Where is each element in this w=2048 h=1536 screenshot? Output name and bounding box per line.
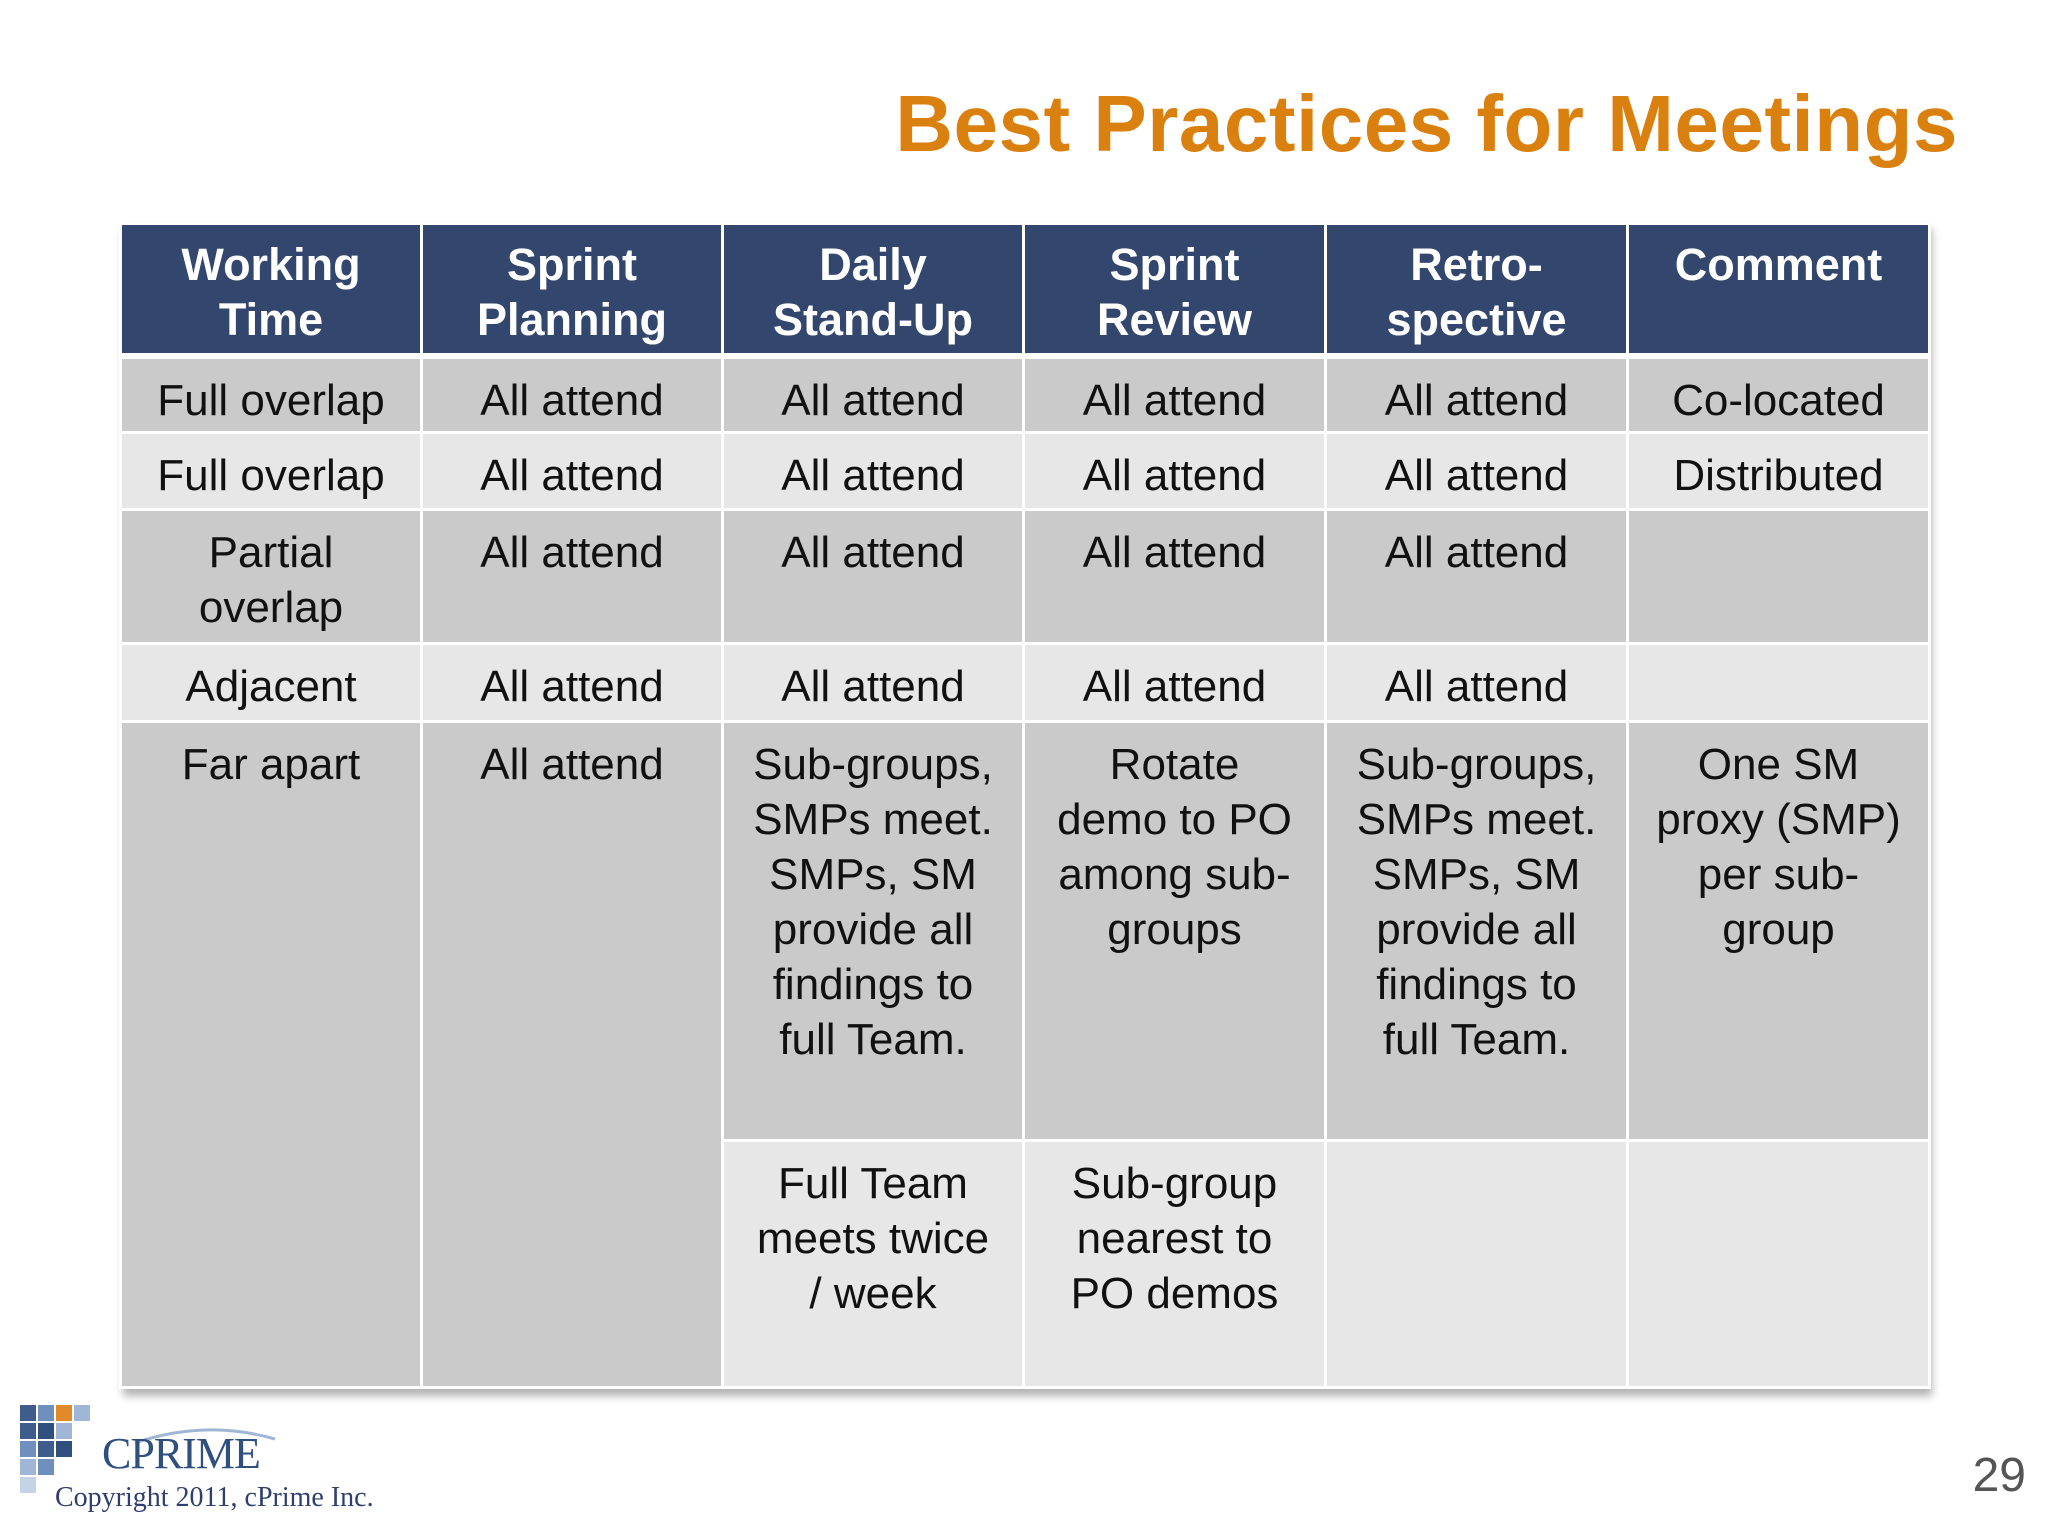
header-line: spective <box>1386 294 1567 345</box>
cell-retrospective: All attend <box>1324 508 1629 645</box>
page-number: 29 <box>1972 1449 2026 1502</box>
header-comment: Comment <box>1626 222 1931 359</box>
cell-line: nearest to <box>1076 1214 1273 1263</box>
cell-sprint-review: All attend <box>1022 508 1327 645</box>
cell-line: full Team. <box>1382 1015 1571 1064</box>
cell-retrospective: Sub-groups, SMPs meet. SMPs, SM provide … <box>1324 720 1629 1142</box>
cell-line: SMPs meet. <box>753 795 993 844</box>
copyright-text: Copyright 2011, cPrime Inc. <box>55 1482 374 1513</box>
table-row: Full overlap All attend All attend All a… <box>119 354 1931 434</box>
cell-sprint-planning: All attend <box>420 508 724 645</box>
header-line: Sprint <box>507 239 637 290</box>
table-row: Adjacent All attend All attend All atten… <box>119 642 1931 723</box>
cell-sprint-review: All attend <box>1022 642 1327 723</box>
cell-line: among sub- <box>1058 850 1291 899</box>
header-line: Comment <box>1674 239 1883 290</box>
cell-comment <box>1626 642 1931 723</box>
cell-line: SMPs, SM <box>769 850 977 899</box>
cell-line: Rotate <box>1109 740 1240 789</box>
cell-sprint-planning: All attend <box>420 642 724 723</box>
cell-daily-standup: Sub-groups, SMPs meet. SMPs, SM provide … <box>721 720 1025 1142</box>
cell-comment: Distributed <box>1626 431 1931 511</box>
cell-retrospective <box>1324 1139 1629 1389</box>
header-daily-standup: Daily Stand-Up <box>721 222 1025 359</box>
cell-line: One SM <box>1697 740 1860 789</box>
cell-working-time: Full overlap <box>119 431 423 511</box>
cell-daily-standup: All attend <box>721 508 1025 645</box>
cell-line: meets twice <box>756 1214 990 1263</box>
header-line: Daily <box>819 239 927 290</box>
cell-line: groups <box>1107 905 1242 954</box>
cell-sprint-planning: All attend <box>420 431 724 511</box>
cell-sprint-review: Rotate demo to PO among sub- groups <box>1022 720 1327 1142</box>
cell-line: findings to <box>1376 960 1577 1009</box>
cell-sprint-review: Sub-group nearest to PO demos <box>1022 1139 1327 1389</box>
cell-working-time: Far apart <box>119 720 423 1389</box>
header-row: Working Time Sprint Planning Daily Stand… <box>119 222 1931 359</box>
header-sprint-review: Sprint Review <box>1022 222 1327 359</box>
header-line: Stand-Up <box>773 294 973 345</box>
table-row: Far apart All attend Sub-groups, SMPs me… <box>119 720 1931 1389</box>
cell-line: PO demos <box>1070 1269 1279 1318</box>
cell-sprint-planning: All attend <box>420 720 724 1389</box>
cell-daily-standup: All attend <box>721 354 1025 434</box>
cell-retrospective: All attend <box>1324 354 1629 434</box>
cell-daily-standup: All attend <box>721 642 1025 723</box>
header-line: Time <box>218 294 324 345</box>
slide-title: Best Practices for Meetings <box>895 79 1958 168</box>
cell-line: / week <box>809 1269 937 1318</box>
cell-working-time: Full overlap <box>119 354 423 434</box>
header-line: Planning <box>477 294 667 345</box>
cell-retrospective: All attend <box>1324 642 1629 723</box>
table-row: Full overlap All attend All attend All a… <box>119 431 1931 511</box>
cell-sprint-planning: All attend <box>420 354 724 434</box>
logo-swoosh-icon <box>134 1428 276 1445</box>
header-line: Retro- <box>1410 239 1543 290</box>
cell-line: full Team. <box>779 1015 967 1064</box>
header-line: Working <box>181 239 361 290</box>
cell-line: Full Team <box>778 1159 968 1208</box>
cell-comment: Co-located <box>1626 354 1931 434</box>
cell-line: Sub-groups, <box>753 740 993 789</box>
table-row: Partial overlap All attend All attend Al… <box>119 508 1931 645</box>
header-line: Sprint <box>1109 239 1240 290</box>
cell-working-time: Adjacent <box>119 642 423 723</box>
cell-line: provide all <box>1376 905 1577 954</box>
cell-retrospective: All attend <box>1324 431 1629 511</box>
table-row: Full Team meets twice / week Sub-group n… <box>121 1139 1931 1389</box>
cell-daily-standup: Full Team meets twice / week <box>721 1139 1025 1389</box>
cell-line: SMPs, SM <box>1372 850 1581 899</box>
cell-line: findings to <box>772 960 974 1009</box>
meetings-table: Working Time Sprint Planning Daily Stand… <box>119 222 1931 1389</box>
cell-line: provide all <box>772 905 974 954</box>
cell-line: per sub- <box>1697 850 1860 899</box>
logo-grid-icon <box>20 1405 92 1495</box>
cell-comment <box>1626 1139 1931 1389</box>
cell-daily-standup: All attend <box>721 431 1025 511</box>
cell-line: Sub-groups, <box>1356 740 1597 789</box>
cell-comment: One SM proxy (SMP) per sub- group <box>1626 720 1931 1142</box>
cell-working-time: Partial overlap <box>119 508 423 645</box>
cell-sprint-review: All attend <box>1022 354 1327 434</box>
meetings-table-container: Working Time Sprint Planning Daily Stand… <box>119 222 1931 1389</box>
header-retrospective: Retro- spective <box>1324 222 1629 359</box>
cell-line: SMPs meet. <box>1356 795 1597 844</box>
cell-comment <box>1626 508 1931 645</box>
header-working-time: Working Time <box>119 222 423 359</box>
cell-line: overlap <box>198 583 344 632</box>
header-line: Review <box>1096 294 1253 345</box>
logo-wordmark: CPRIME <box>102 1429 261 1478</box>
cell-line: demo to PO <box>1057 795 1292 844</box>
cell-line: proxy (SMP) <box>1656 795 1901 844</box>
cell-sprint-review: All attend <box>1022 431 1327 511</box>
header-sprint-planning: Sprint Planning <box>420 222 724 359</box>
cell-line: Sub-group <box>1071 1159 1278 1208</box>
cell-line: Partial <box>208 528 334 577</box>
cell-line: group <box>1722 905 1835 954</box>
